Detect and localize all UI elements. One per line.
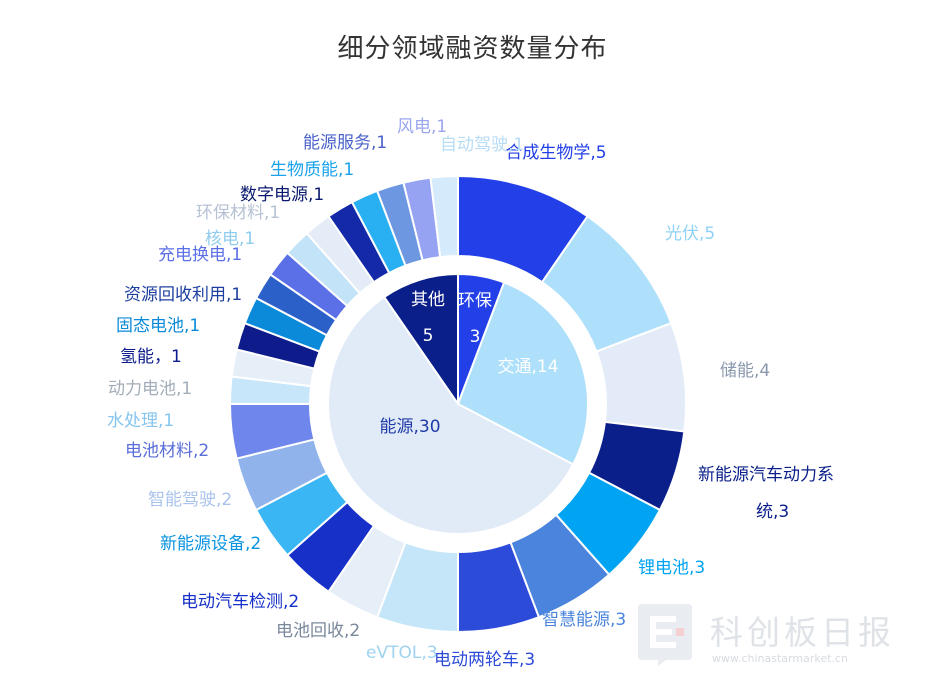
inner-slice-label: 其他 [411,290,445,310]
outer-slice-label: 生物质能,1 [270,160,354,180]
outer-slice-label: 新能源设备,2 [160,534,261,554]
outer-slice-label: 智能驾驶,2 [148,490,232,510]
inner-slice [327,295,575,535]
outer-slice-label: 新能源汽车动力系 [698,465,834,485]
outer-slice-label: 电动汽车检测,2 [181,592,299,612]
outer-slice-label: 资源回收利用,1 [124,285,242,305]
inner-slice [382,272,459,408]
outer-slice-label: 智慧能源,3 [542,610,626,630]
outer-slice-label: 能源服务,1 [303,133,387,153]
inner-slice-label: 交通,14 [497,357,558,377]
outer-slice-label: 风电,1 [397,117,447,137]
outer-slice-label: 氢能，1 [120,347,182,367]
outer-slice-label: 固态电池,1 [116,316,200,336]
outer-slice-label: 电池回收,2 [276,621,360,641]
outer-slice-label: eVTOL,3 [366,643,438,663]
watermark-url: www.chinastarmarket.cn [712,652,848,665]
inner-slice-value: 3 [470,327,481,347]
outer-slice [429,174,459,259]
outer-slice-label-line2: 统,3 [756,502,789,522]
outer-slice-label: 充电换电,1 [158,245,242,265]
outer-slice-label: 环保材料,1 [196,203,280,223]
watermark-logo-icon [636,602,694,666]
outer-ring [228,174,687,634]
outer-slice-label: 合成生物学,5 [505,143,606,163]
outer-slice-label: 水处理,1 [107,411,174,431]
inner-slice [456,281,589,466]
outer-slice-label: 储能,4 [720,361,770,381]
outer-slice-label: 锂电池,3 [638,558,705,578]
inner-slice-label: 能源,30 [379,417,440,437]
outer-slice-label: 数字电源,1 [240,185,324,205]
chart-title: 细分领域融资数量分布 [337,34,608,64]
inner-pie [327,272,589,535]
watermark-name: 科创板日报 [710,613,895,652]
outer-slice-label: 光伏,5 [665,224,715,244]
outer-slice-label: 电动两轮车,3 [434,650,535,670]
inner-slice-label: 环保 [458,291,492,311]
outer-slice-label: 电池材料,2 [125,441,209,461]
outer-slice-label: 动力电池,1 [108,379,192,399]
outer-slice-label: 核电,1 [205,229,255,249]
inner-labels: 能源,30 其他 5 环保 3 交通,14 [379,290,558,437]
inner-slice-value: 5 [423,326,434,346]
outer-slice-label: 自动驾驶,1 [440,135,524,155]
